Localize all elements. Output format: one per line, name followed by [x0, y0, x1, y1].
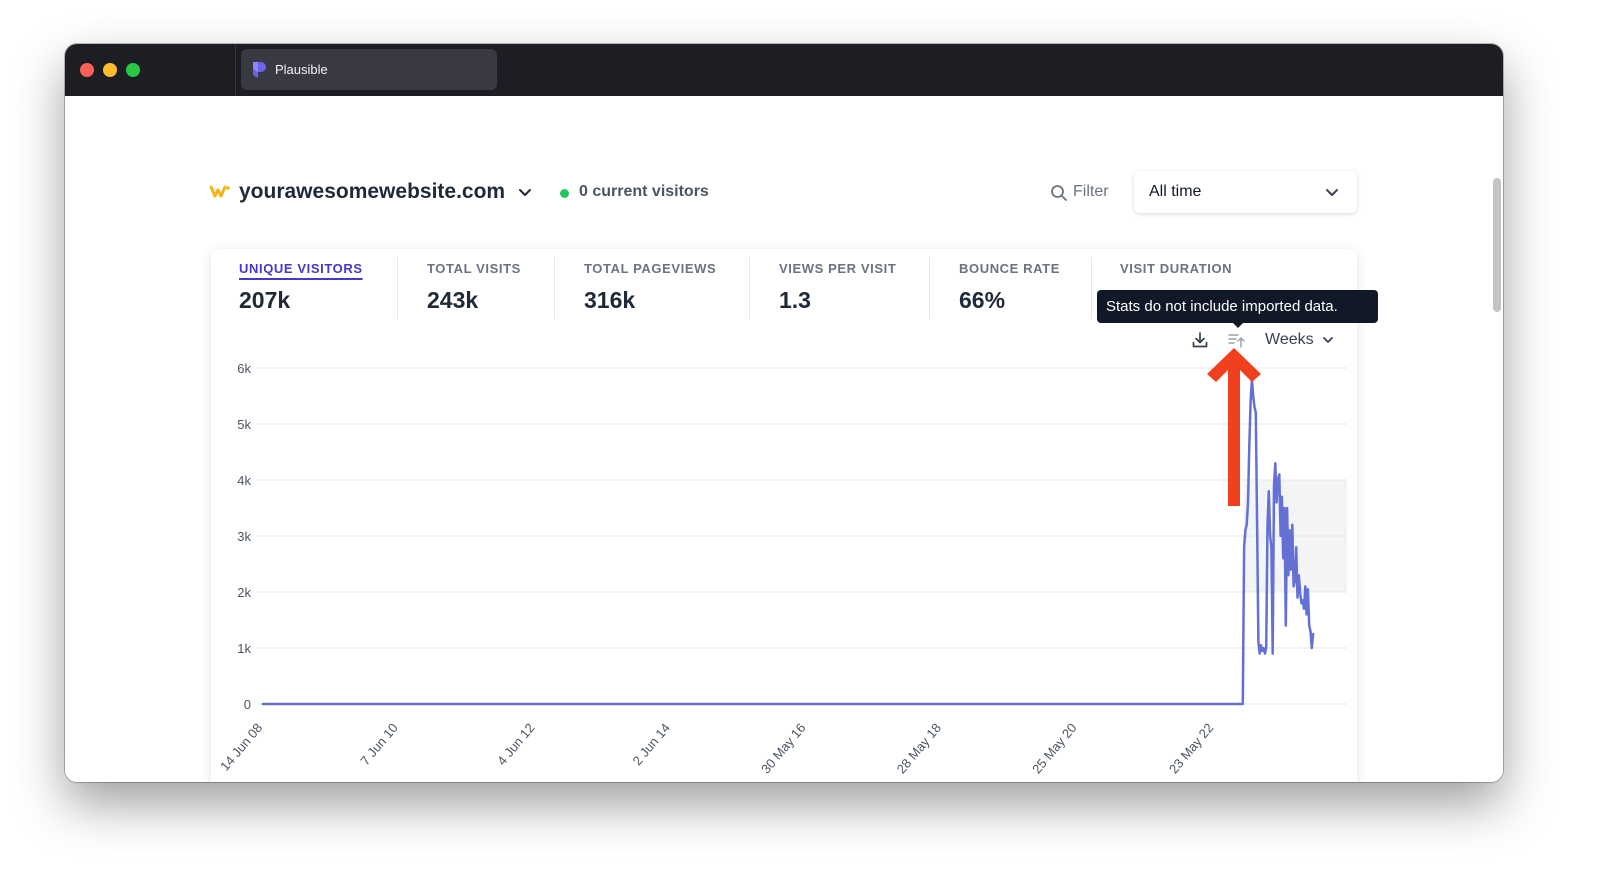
- x-tick-label: 30 May 16: [758, 720, 809, 776]
- maximize-window-button[interactable]: [126, 63, 140, 77]
- site-switcher[interactable]: yourawesomewebsite.com: [239, 180, 506, 203]
- imported-data-icon[interactable]: [1228, 332, 1245, 349]
- x-tick-label: 2 Jun 14: [630, 720, 674, 768]
- stat-label: UNIQUE VISITORS: [239, 261, 363, 276]
- stat-visit-duration[interactable]: VISIT DURATION: [1120, 261, 1232, 287]
- y-tick-label: 5k: [237, 417, 251, 432]
- chevron-down-icon: [1326, 189, 1338, 196]
- chevron-down-icon[interactable]: [1322, 334, 1334, 346]
- tab-title: Plausible: [275, 62, 328, 77]
- stat-divider: [554, 257, 555, 319]
- stat-divider: [929, 257, 930, 319]
- visitors-line-chart: 0 1k 2k 3k 4k 5k 6k 14 Jun 08 7 Jun 10 4 Jun 12 2 …: [217, 361, 1347, 776]
- x-tick-label: 7 Jun 10: [357, 720, 401, 768]
- titlebar-divider: [235, 44, 236, 96]
- tooltip-tail: [1232, 322, 1244, 328]
- stat-value: 1.3: [779, 287, 811, 313]
- stat-divider: [749, 257, 750, 319]
- stat-divider: [1091, 257, 1092, 319]
- site-favicon-icon: [210, 185, 230, 198]
- page-content: yourawesomewebsite.com 0 current visitor…: [65, 96, 1503, 782]
- x-tick-label: 28 May 18: [894, 720, 945, 776]
- stat-total-visits[interactable]: TOTAL VISITS 243k: [427, 261, 521, 314]
- x-tick-label: 25 May 20: [1029, 720, 1080, 776]
- stat-label: BOUNCE RATE: [959, 261, 1060, 276]
- x-tick-label: 14 Jun 08: [217, 720, 265, 773]
- stat-label: VISIT DURATION: [1120, 261, 1233, 276]
- title-bar: Plausible: [65, 44, 1503, 96]
- stat-value: 66%: [959, 287, 1006, 313]
- y-tick-label: 2k: [237, 585, 251, 600]
- graph-card: UNIQUE VISITORS 207k TOTAL VISITS 243k T…: [211, 249, 1378, 782]
- stat-bounce-rate[interactable]: BOUNCE RATE 66%: [959, 261, 1060, 314]
- annotation-arrow-icon: [1207, 348, 1261, 506]
- stat-divider: [397, 257, 398, 319]
- period-label: All time: [1149, 183, 1202, 200]
- stat-unique-visitors[interactable]: UNIQUE VISITORS 207k: [239, 261, 363, 314]
- stat-label: VIEWS PER VISIT: [779, 261, 897, 276]
- close-window-button[interactable]: [80, 63, 94, 77]
- y-tick-label: 4k: [237, 473, 251, 488]
- x-tick-label: 23 May 22: [1166, 720, 1217, 776]
- y-tick-label: 3k: [237, 529, 251, 544]
- stat-value: 207k: [239, 287, 291, 313]
- browser-window: Plausible yourawesomewebsite.com 0 curre…: [65, 44, 1503, 782]
- live-indicator: [560, 189, 569, 198]
- chevron-down-icon[interactable]: [518, 185, 532, 199]
- y-tick-label: 6k: [237, 361, 251, 376]
- period-picker[interactable]: All time: [1134, 171, 1357, 213]
- browser-tab[interactable]: Plausible: [241, 49, 497, 90]
- x-tick-label: 4 Jun 12: [494, 720, 538, 768]
- filter-button[interactable]: Filter: [1073, 183, 1109, 200]
- stat-total-pageviews[interactable]: TOTAL PAGEVIEWS 316k: [584, 261, 716, 314]
- stat-label: TOTAL PAGEVIEWS: [584, 261, 717, 276]
- plausible-logo-icon: [253, 62, 266, 78]
- unique-visitors-series-line[interactable]: [261, 377, 1315, 706]
- y-tick-label: 1k: [237, 641, 251, 656]
- download-icon[interactable]: [1191, 331, 1209, 349]
- interval-picker[interactable]: Weeks: [1265, 331, 1314, 348]
- vertical-scrollbar[interactable]: [1493, 178, 1501, 312]
- stat-value: 243k: [427, 287, 479, 313]
- minimize-window-button[interactable]: [103, 63, 117, 77]
- current-visitors-link[interactable]: 0 current visitors: [579, 183, 709, 200]
- search-icon[interactable]: [1050, 184, 1068, 202]
- stat-views-per-visit[interactable]: VIEWS PER VISIT 1.3: [779, 261, 896, 314]
- imported-data-tooltip: Stats do not include imported data.: [1097, 290, 1378, 323]
- stat-label: TOTAL VISITS: [427, 261, 521, 276]
- stat-value: 316k: [584, 287, 636, 313]
- y-tick-label: 0: [244, 697, 251, 712]
